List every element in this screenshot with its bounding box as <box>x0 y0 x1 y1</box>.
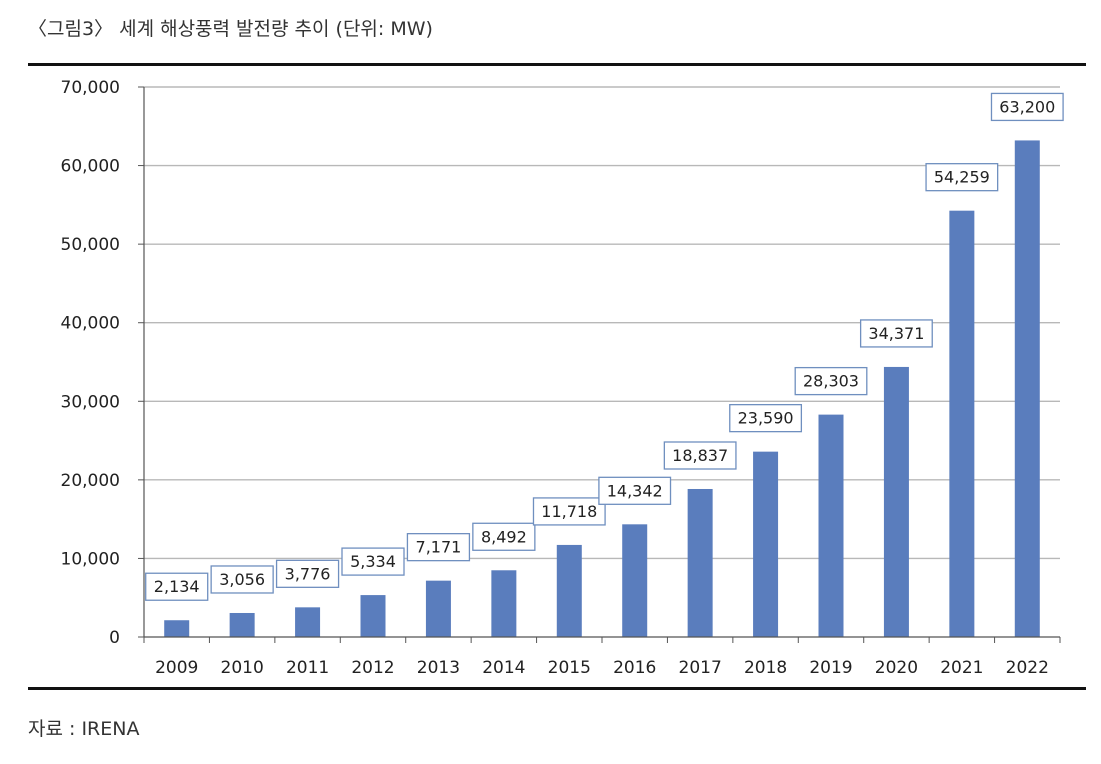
data-labels: 2,134 3,056 3,776 5,334 7,171 8,492 11,718 14,3… <box>145 92 1064 601</box>
x-tick-label: 2016 <box>613 658 656 678</box>
bar-2015 <box>556 544 582 637</box>
y-tick-label: 50,000 <box>61 235 120 255</box>
bar-chart: 0 10,000 20,000 30,000 40,000 50,000 60,000 70,… <box>61 78 1064 678</box>
data-label-box <box>532 497 606 526</box>
bar-2018 <box>753 451 779 637</box>
data-label-2019: 28,303 <box>803 372 859 391</box>
data-label-2012: 5,334 <box>350 552 396 571</box>
bar-2012 <box>360 595 386 637</box>
data-label-box <box>925 163 999 192</box>
data-label-2010: 3,056 <box>219 570 265 589</box>
x-axis-ticks: 2009 2010 2011 2012 2013 2014 2015 2016 2017 2018… <box>143 637 1061 678</box>
figure-caption: 〈그림3〉 세계 해상풍력 발전량 추이 (단위: MW) <box>28 18 433 40</box>
data-label-2017: 18,837 <box>672 446 728 465</box>
data-label-box <box>859 319 933 348</box>
bar-2016 <box>622 524 648 637</box>
data-label-2009: 2,134 <box>154 577 200 596</box>
data-label-box <box>794 366 868 396</box>
bar-2019 <box>818 414 844 637</box>
y-tick-label: 60,000 <box>61 157 120 177</box>
bar-2020 <box>883 366 909 637</box>
data-label-2011: 3,776 <box>285 564 331 583</box>
bottom-rule <box>28 687 1086 690</box>
data-label-2014: 8,492 <box>481 527 527 546</box>
x-tick-label: 2020 <box>875 658 918 678</box>
data-label-box <box>406 533 471 562</box>
x-tick-label: 2018 <box>744 658 787 678</box>
data-label-box <box>663 441 737 470</box>
data-label-box <box>598 476 672 505</box>
x-tick-label: 2017 <box>679 658 722 678</box>
axes <box>143 87 1060 638</box>
bar-2013 <box>425 580 451 637</box>
bar-2014 <box>491 570 517 637</box>
data-label-box <box>210 565 274 594</box>
x-tick-label: 2015 <box>548 658 591 678</box>
x-tick-label: 2014 <box>482 658 525 678</box>
data-label-box <box>990 92 1064 122</box>
data-label-2013: 7,171 <box>416 538 462 557</box>
x-tick-label: 2010 <box>221 658 264 678</box>
top-rule <box>28 63 1086 66</box>
data-label-box <box>145 572 209 601</box>
y-tick-label: 10,000 <box>61 549 120 569</box>
data-label-box <box>275 559 340 588</box>
data-label-2020: 34,371 <box>868 324 924 343</box>
y-tick-label: 70,000 <box>61 78 120 98</box>
y-tick-label: 30,000 <box>61 392 120 412</box>
x-tick-label: 2012 <box>351 658 394 678</box>
data-label-box <box>341 547 405 576</box>
x-tick-label: 2013 <box>417 658 460 678</box>
y-tick-label: 20,000 <box>61 471 120 491</box>
data-label-box <box>729 403 803 433</box>
y-tick-label: 0 <box>109 628 120 648</box>
data-label-2018: 23,590 <box>738 409 794 428</box>
y-tick-label: 40,000 <box>61 314 120 334</box>
y-axis-ticks: 0 10,000 20,000 30,000 40,000 50,000 60,000 70,… <box>61 78 144 648</box>
x-tick-label: 2022 <box>1006 658 1049 678</box>
bar-2021 <box>949 210 975 637</box>
bar-2010 <box>229 612 255 637</box>
data-label-2021: 54,259 <box>934 168 990 187</box>
data-label-2015: 11,718 <box>541 502 597 521</box>
data-label-2016: 14,342 <box>607 481 663 500</box>
x-tick-label: 2009 <box>155 658 198 678</box>
bar-2017 <box>687 488 713 637</box>
data-label-2022: 63,200 <box>999 97 1055 116</box>
bars <box>164 140 1040 637</box>
x-tick-label: 2011 <box>286 658 329 678</box>
bar-2022 <box>1014 140 1040 637</box>
x-tick-label: 2019 <box>809 658 852 678</box>
bar-2009 <box>164 620 190 637</box>
bar-2011 <box>295 607 321 637</box>
source-note: 자료 : IRENA <box>28 718 140 740</box>
x-tick-label: 2021 <box>940 658 983 678</box>
data-label-box <box>472 522 536 551</box>
